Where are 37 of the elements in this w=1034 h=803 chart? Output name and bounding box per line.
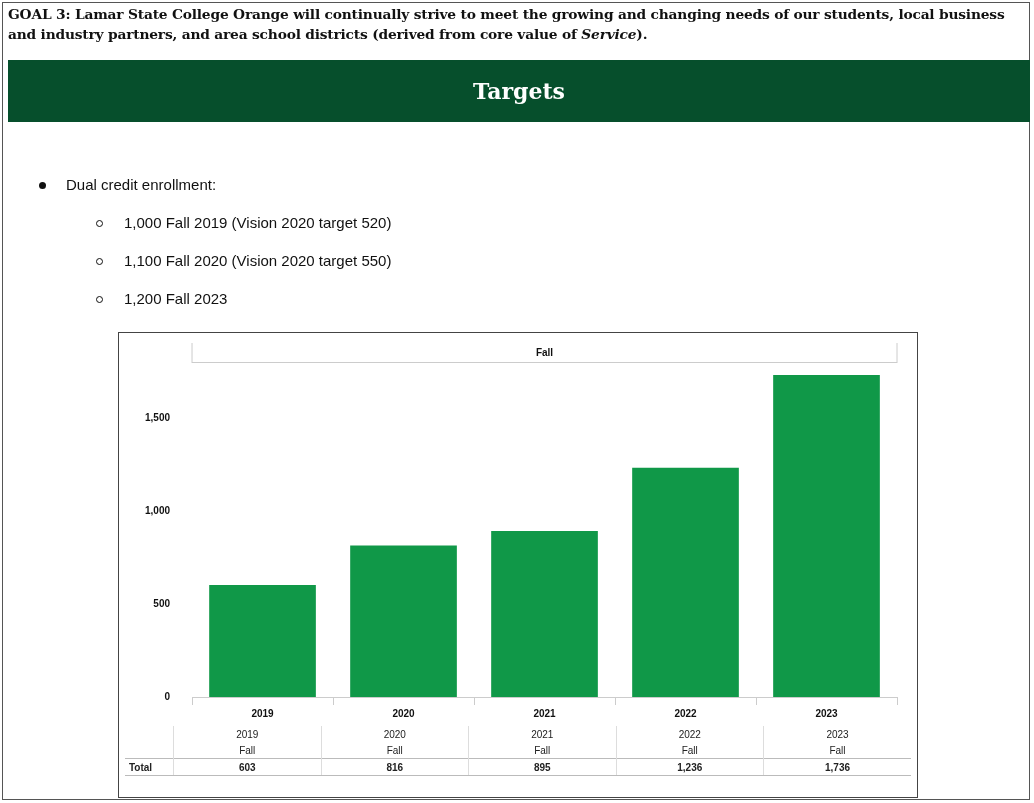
text: 1,200 Fall 2023 [124, 290, 228, 307]
chart-subtitle: Targets [8, 60, 1030, 122]
category-label: 2022 [678, 728, 701, 740]
category-label: 2023 [826, 728, 849, 740]
text: Fall [535, 346, 554, 358]
bar [209, 585, 316, 697]
data-label: 603 [173, 758, 321, 776]
x-tick-label: 2020 [392, 707, 416, 719]
y-tick-label: 500 [153, 597, 171, 609]
bar [491, 530, 598, 697]
data-label: 895 [468, 758, 616, 776]
text: Fall [681, 744, 698, 756]
category-label: 2021 [531, 728, 554, 740]
text: Fall [534, 744, 551, 756]
text: Fall [386, 744, 403, 756]
text: Fall [239, 744, 256, 756]
category-label: 2019 [236, 728, 259, 740]
data-label: 816 [321, 758, 469, 776]
chart-title: GOAL 3: Lamar State College Orange will continually strive to meet the growing and changing needs of our students, local business and industry partners, and area school districts (derived from core value of Service). [8, 5, 1006, 44]
bar [350, 545, 457, 697]
x-tick-label: 2022 [674, 707, 698, 719]
bar [773, 374, 880, 697]
y-tick-label: 0 [164, 690, 171, 702]
text: 1,100 Fall 2020 (Vision 2020 target 550) [124, 252, 392, 269]
text: Fall [829, 744, 846, 756]
data-label: 1,236 [616, 758, 764, 776]
x-tick-label: 2019 [251, 707, 275, 719]
text: Total [125, 758, 174, 776]
bar [632, 467, 739, 697]
x-tick-label: 2023 [815, 707, 839, 719]
x-tick-label: 2021 [533, 707, 557, 719]
text: 1,000 Fall 2019 (Vision 2020 target 520) [124, 214, 392, 231]
y-tick-label: 1,500 [144, 412, 171, 424]
category-label: 2020 [383, 728, 406, 740]
y-tick-label: 1,000 [144, 505, 171, 517]
data-label: 1,736 [763, 758, 911, 776]
text: Dual credit enrollment: [66, 176, 217, 193]
